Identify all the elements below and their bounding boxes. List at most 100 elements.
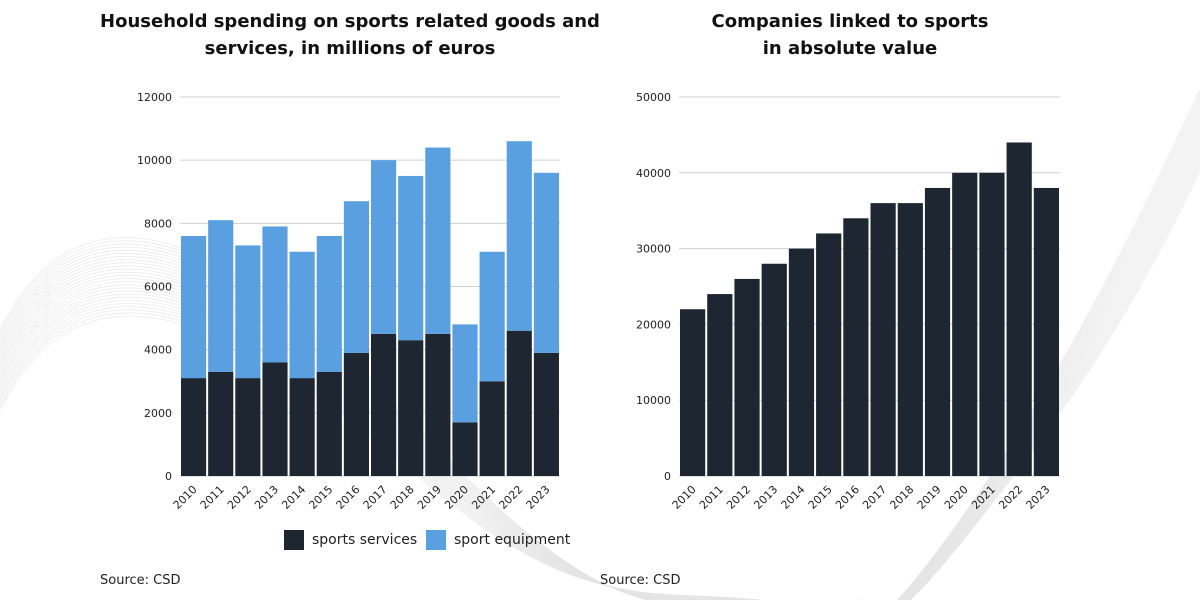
y-tick-label: 50000 <box>636 91 671 104</box>
x-tick-label: 2012 <box>225 483 254 512</box>
y-tick-label: 0 <box>664 470 671 483</box>
bar-sport-equipment-2015 <box>316 235 342 372</box>
x-tick-label: 2019 <box>415 483 444 512</box>
x-tick-label: 2021 <box>469 483 498 512</box>
title-line: Companies linked to sports <box>711 11 989 32</box>
bar-sports-services-2019 <box>425 333 451 476</box>
wave-line <box>860 144 1200 600</box>
y-tick-label: 4000 <box>144 344 172 357</box>
bar-sport-equipment-2021 <box>479 251 505 382</box>
bar-companies-2017 <box>870 203 896 476</box>
x-tick-label: 2020 <box>942 483 971 512</box>
wave-line <box>860 150 1200 600</box>
wave-line <box>860 99 1200 600</box>
source-note-right: Source: CSD <box>600 573 681 588</box>
bar-sport-equipment-2017 <box>371 160 397 334</box>
x-tick-label: 2022 <box>496 483 525 512</box>
bar-sports-services-2018 <box>398 340 424 476</box>
legend-label: sport equipment <box>454 532 571 548</box>
bar-companies-2012 <box>734 278 760 476</box>
y-tick-label: 20000 <box>636 318 671 331</box>
bar-companies-2014 <box>788 248 815 476</box>
bar-sport-equipment-2010 <box>181 235 207 379</box>
y-tick-label: 0 <box>165 470 172 483</box>
y-tick-label: 40000 <box>636 167 671 180</box>
bar-sport-equipment-2020 <box>452 324 478 423</box>
wave-line <box>860 105 1200 600</box>
legend-swatch-services <box>284 530 304 550</box>
wave-line <box>860 160 1200 600</box>
wave-line <box>860 96 1200 600</box>
wave-line <box>860 153 1200 600</box>
bar-sports-services-2013 <box>262 362 288 476</box>
x-tick-label: 2010 <box>670 483 699 512</box>
y-tick-label: 2000 <box>144 407 172 420</box>
wave-line <box>860 137 1200 600</box>
source-note-left: Source: CSD <box>100 573 181 588</box>
y-tick-label: 10000 <box>137 154 172 167</box>
chart-title-companies: Companies linked to sports in absolute v… <box>620 8 1080 62</box>
bar-sport-equipment-2014 <box>289 251 315 379</box>
wave-line <box>860 134 1200 600</box>
title-line: in absolute value <box>762 38 938 59</box>
x-tick-label: 2010 <box>171 483 200 512</box>
x-tick-label: 2017 <box>361 483 390 512</box>
wave-line <box>860 131 1200 600</box>
bar-sports-services-2020 <box>452 422 478 476</box>
bar-companies-2011 <box>707 294 733 476</box>
wave-line <box>860 128 1200 600</box>
bar-companies-2018 <box>897 203 923 476</box>
bar-sports-services-2010 <box>181 378 207 476</box>
bar-sports-services-2012 <box>235 378 261 476</box>
x-tick-label: 2015 <box>306 483 335 512</box>
bar-sport-equipment-2016 <box>343 201 369 353</box>
title-line: Household spending on sports related goo… <box>100 11 600 32</box>
x-tick-label: 2013 <box>751 483 780 512</box>
bar-companies-2013 <box>761 263 787 476</box>
bar-companies-2010 <box>680 309 706 476</box>
bar-sport-equipment-2023 <box>533 172 559 353</box>
wave-line <box>860 115 1200 600</box>
x-tick-label: 2014 <box>779 483 808 512</box>
bar-sports-services-2023 <box>533 352 559 476</box>
bar-companies-2016 <box>843 218 869 476</box>
wave-line <box>860 121 1200 600</box>
bar-sports-services-2011 <box>208 371 234 476</box>
x-tick-label: 2014 <box>279 483 308 512</box>
x-tick-label: 2015 <box>806 483 835 512</box>
household-spending-chart: 0200040006000800010000120002010201120122… <box>137 91 560 512</box>
title-line: services, in millions of euros <box>204 38 496 59</box>
wave-line <box>860 112 1200 600</box>
wave-line <box>860 109 1200 600</box>
bar-sports-services-2021 <box>479 381 505 476</box>
x-tick-label: 2011 <box>697 483 726 512</box>
bar-companies-2015 <box>816 233 842 476</box>
x-tick-label: 2023 <box>524 483 553 512</box>
bar-sport-equipment-2018 <box>398 175 424 341</box>
wave-line <box>860 102 1200 600</box>
x-tick-label: 2023 <box>1024 483 1053 512</box>
bar-sport-equipment-2022 <box>506 141 532 331</box>
bar-sport-equipment-2013 <box>262 226 288 363</box>
legend-item-sports-services: sports services <box>284 530 417 550</box>
bar-sport-equipment-2012 <box>235 245 261 379</box>
bar-companies-2021 <box>979 172 1005 477</box>
bar-sports-services-2022 <box>506 330 532 476</box>
wave-line <box>860 125 1200 600</box>
bar-sports-services-2014 <box>289 378 315 476</box>
x-tick-label: 2020 <box>442 483 471 512</box>
x-tick-label: 2016 <box>833 483 862 512</box>
legend-swatch-equipment <box>426 530 446 550</box>
x-tick-label: 2013 <box>252 483 281 512</box>
x-tick-label: 2012 <box>724 483 753 512</box>
x-tick-label: 2019 <box>915 483 944 512</box>
wave-line <box>860 118 1200 600</box>
wave-line <box>860 166 1200 600</box>
bar-sport-equipment-2011 <box>208 220 234 372</box>
bar-companies-2019 <box>924 187 951 476</box>
wave-line <box>860 141 1200 600</box>
bar-sport-equipment-2019 <box>425 147 451 334</box>
chart-title-household-spending: Household spending on sports related goo… <box>90 8 610 62</box>
wave-line <box>860 163 1200 600</box>
